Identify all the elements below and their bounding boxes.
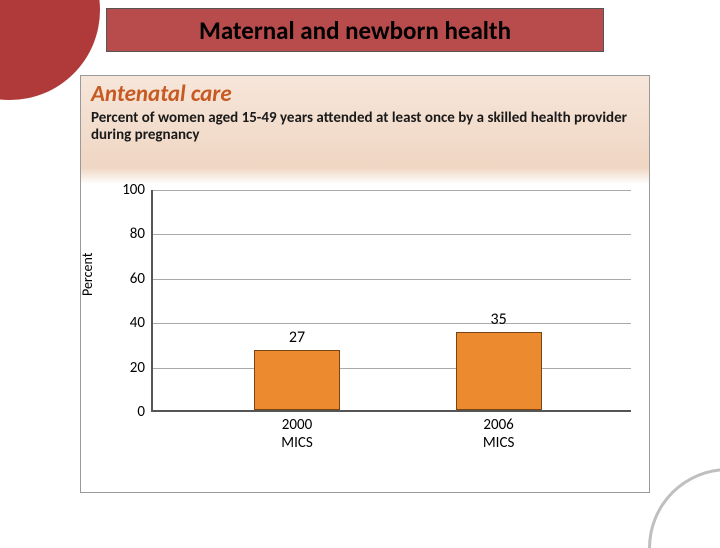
plot-zone: Percent 020406080100272000 MICS352006 MI… [81, 186, 649, 492]
chart-card: Antenatal care Percent of women aged 15-… [80, 75, 650, 493]
bar-value-label: 35 [490, 310, 506, 329]
gridline [153, 190, 631, 191]
plot-area: 020406080100272000 MICS352006 MICS [151, 190, 631, 412]
y-tick-label: 100 [111, 181, 145, 199]
y-tick-label: 60 [111, 270, 145, 288]
y-axis-label: Percent [79, 253, 96, 296]
bar: 35 [456, 332, 542, 410]
gridline [153, 279, 631, 280]
slide-title: Maternal and newborn health [199, 15, 511, 46]
y-tick-label: 40 [111, 314, 145, 332]
y-tick-label: 80 [111, 225, 145, 243]
gridline [153, 368, 631, 369]
gridline [153, 234, 631, 235]
x-tick-label: 2006 MICS [483, 410, 515, 452]
bar: 27 [254, 350, 340, 410]
x-tick-label: 2000 MICS [281, 410, 313, 452]
chart-subtitle: Percent of women aged 15-49 years attend… [81, 108, 649, 151]
y-tick-label: 0 [111, 403, 145, 421]
bottom-right-curve [648, 468, 720, 548]
chart-title: Antenatal care [81, 76, 649, 108]
y-tick-label: 20 [111, 359, 145, 377]
gridline [153, 323, 631, 324]
bar-value-label: 27 [289, 328, 305, 347]
slide-title-box: Maternal and newborn health [106, 8, 604, 52]
